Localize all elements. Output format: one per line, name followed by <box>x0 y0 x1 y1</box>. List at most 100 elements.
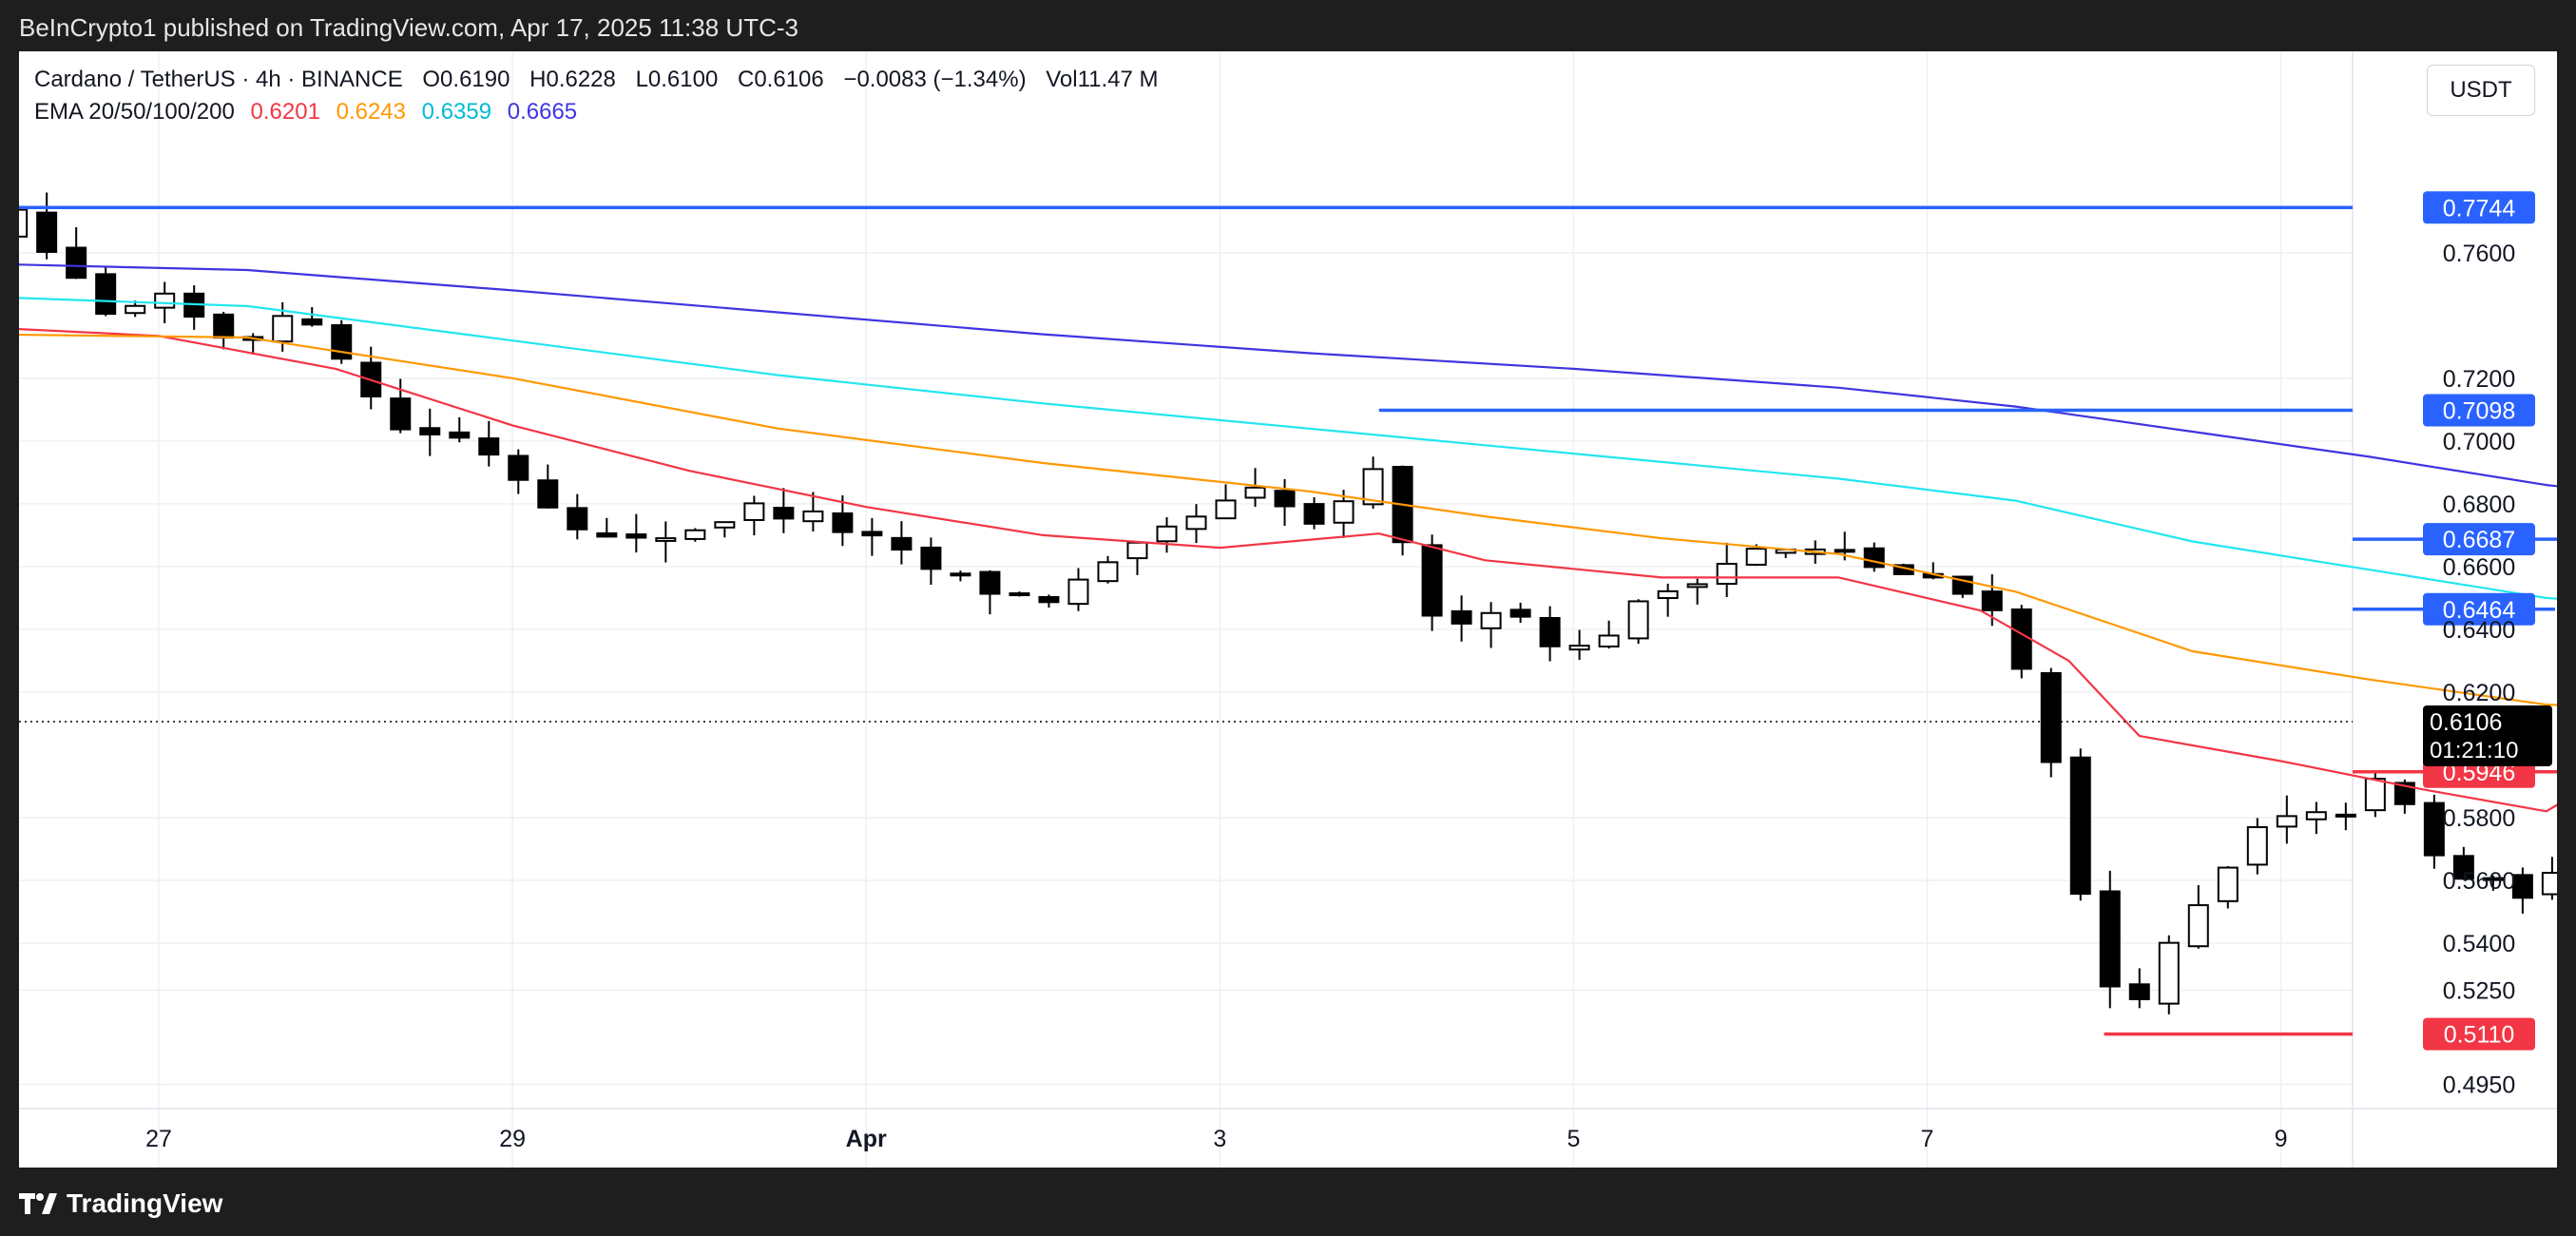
price-chart[interactable]: 0.77440.70980.66870.64640.59460.51100.76… <box>19 51 2557 1168</box>
x-tick-label: 7 <box>1921 1126 1934 1152</box>
y-tick-label: 0.6400 <box>2443 617 2515 644</box>
currency-button[interactable]: USDT <box>2427 65 2535 116</box>
candle-down <box>1303 503 1325 525</box>
candle-up <box>1598 634 1620 647</box>
candle-up <box>1627 600 1649 640</box>
candle-up <box>2217 866 2239 902</box>
candle-up <box>1745 548 1767 566</box>
candle-up <box>1333 500 1355 524</box>
x-tick-label: 3 <box>1213 1126 1226 1152</box>
candle-up <box>1156 525 1178 543</box>
candle-down <box>2452 855 2474 880</box>
y-tick-label: 0.5400 <box>2443 931 2515 957</box>
candle-down <box>625 533 647 539</box>
y-tick-label: 0.7200 <box>2443 366 2515 393</box>
y-tick-label: 0.5600 <box>2443 868 2515 895</box>
candle-down <box>390 397 412 431</box>
candle-down <box>861 531 883 537</box>
candle-up <box>125 304 146 315</box>
resistance-label: 0.6464 <box>2443 597 2516 624</box>
y-tick-label: 0.4950 <box>2443 1072 2515 1098</box>
published-text: BeInCrypto1 published on TradingView.com… <box>19 13 798 42</box>
candle-down <box>419 427 441 435</box>
x-tick-label: 5 <box>1567 1126 1580 1152</box>
candle-up <box>154 292 176 309</box>
candle-up <box>2335 813 2356 818</box>
symbol-title[interactable]: Cardano / TetherUS · 4h · BINANCE <box>34 67 403 92</box>
candle-up <box>1362 468 1384 506</box>
y-tick-label: 0.5800 <box>2443 805 2515 832</box>
resistance-label-box <box>2423 191 2535 224</box>
candle-down <box>537 479 559 509</box>
candle-down <box>2393 782 2415 805</box>
ema20-value: 0.6201 <box>250 99 320 125</box>
x-tick-label: 9 <box>2275 1126 2288 1152</box>
attribution-bar: BeInCrypto1 published on TradingView.com… <box>0 0 2576 51</box>
ema200-line <box>19 263 2557 488</box>
candle-up <box>1185 515 1207 531</box>
candle-down <box>1863 547 1885 569</box>
candle-up <box>2158 941 2180 1005</box>
candle-down <box>1539 616 1561 647</box>
support-label-box <box>2423 1017 2535 1051</box>
candle-up <box>2246 826 2268 866</box>
candle-down <box>2069 756 2091 896</box>
ema-legend: EMA 20/50/100/200 0.6201 0.6243 0.6359 0… <box>34 99 586 126</box>
y-tick-label: 0.7000 <box>2443 429 2515 455</box>
candle-up <box>2541 871 2557 896</box>
candle-up <box>1097 561 1119 583</box>
ema50-value: 0.6243 <box>336 99 406 125</box>
y-tick-label: 0.6800 <box>2443 492 2515 518</box>
candle-down <box>2482 877 2504 881</box>
y-tick-label: 0.6600 <box>2443 554 2515 581</box>
y-tick-label: 0.5250 <box>2443 977 2515 1004</box>
candle-up <box>1568 645 1590 651</box>
candle-up <box>2305 811 2327 821</box>
ema-label[interactable]: EMA 20/50/100/200 <box>34 99 235 125</box>
chart-frame[interactable]: 0.7744 0.7098 0.6687 0.6464 0.5946 0.5110 0.76… <box>19 51 2557 1168</box>
resistance-label-box <box>2423 523 2535 556</box>
candle-down <box>95 273 117 316</box>
candle-down <box>596 531 618 538</box>
volume-value: Vol11.47 M <box>1046 67 1159 92</box>
ema100-line <box>19 297 2557 600</box>
candle-down <box>2010 608 2032 670</box>
tradingview-logo-icon <box>19 1193 57 1214</box>
tradingview-brand[interactable]: TradingView <box>19 1188 222 1219</box>
footer-bar: TradingView <box>0 1168 2576 1236</box>
candle-up <box>2364 778 2386 812</box>
resistance-label: 0.7098 <box>2443 398 2515 425</box>
candle-down <box>2511 874 2533 899</box>
candle-down <box>1451 609 1472 625</box>
candle-down <box>2099 890 2121 988</box>
candle-up <box>1244 486 1266 499</box>
price-change: −0.0083 (−1.34%) <box>843 67 1027 92</box>
candle-down <box>213 313 235 339</box>
candle-down <box>1274 490 1296 508</box>
candle-up <box>684 529 706 540</box>
candle-down <box>1009 592 1030 597</box>
candle-down <box>66 246 87 280</box>
candle-up <box>2187 904 2209 948</box>
candle-down <box>891 536 913 551</box>
candle-up <box>1126 541 1148 560</box>
x-tick-label: 29 <box>499 1126 526 1152</box>
ema200-value: 0.6665 <box>507 99 578 125</box>
price-countdown-label: 01:21:10 <box>2430 738 2518 763</box>
candle-down <box>301 318 323 326</box>
candle-up <box>272 315 294 343</box>
ohlc-low: L0.6100 <box>635 67 719 92</box>
candle-down <box>2128 983 2150 1001</box>
resistance-label: 0.7744 <box>2443 195 2516 222</box>
candle-down <box>36 211 58 253</box>
candle-up <box>1215 499 1237 520</box>
candle-down <box>449 431 471 439</box>
candle-down <box>1038 595 1060 604</box>
candle-down <box>979 570 1001 595</box>
resistance-label: 0.6687 <box>2443 527 2515 553</box>
candle-down <box>1981 590 2003 611</box>
ohlc-close: C0.6106 <box>738 67 824 92</box>
candle-up <box>802 510 824 523</box>
candle-down <box>478 437 500 456</box>
candle-up <box>1067 578 1089 606</box>
